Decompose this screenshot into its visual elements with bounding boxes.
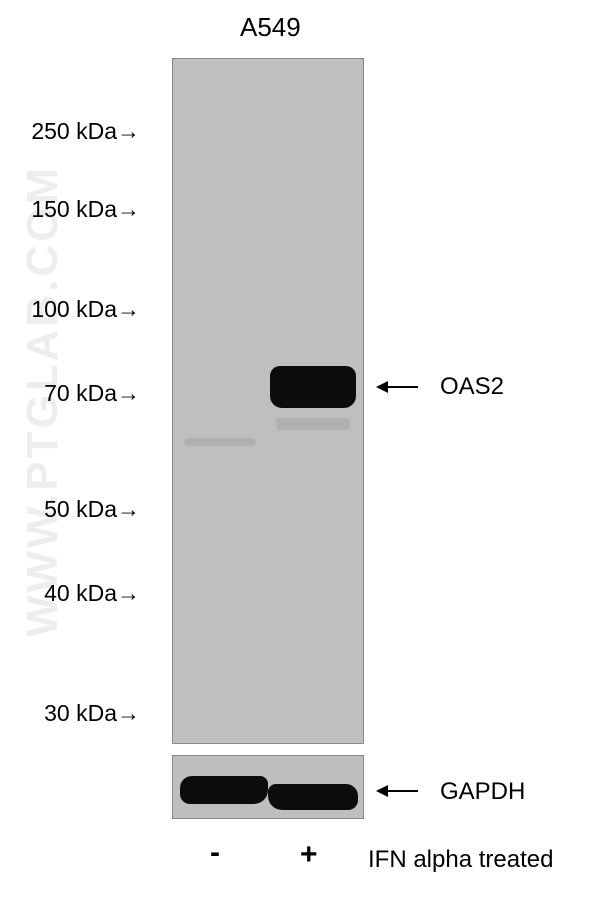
sample-title: A549	[240, 12, 301, 43]
mw-100: 100 kDa→	[0, 296, 140, 323]
mw-100-text: 100 kDa	[31, 296, 117, 322]
mw-250: 250 kDa→	[0, 118, 140, 145]
gapdh-label: GAPDH	[440, 778, 525, 806]
figure-container: WWW.PTGLAB.COM A549 250 kDa→ 150 kDa→ 10…	[0, 0, 600, 903]
mw-70-text: 70 kDa	[44, 380, 117, 406]
mw-50: 50 kDa→	[0, 496, 140, 523]
faint-band-2	[184, 438, 256, 446]
mw-30-text: 30 kDa	[44, 700, 117, 726]
oas2-band	[270, 366, 356, 408]
mw-250-text: 250 kDa	[31, 118, 117, 144]
oas2-arrow-icon	[378, 386, 418, 388]
mw-40: 40 kDa→	[0, 580, 140, 607]
mw-150-text: 150 kDa	[31, 196, 117, 222]
gapdh-band-minus	[180, 776, 268, 804]
mw-50-text: 50 kDa	[44, 496, 117, 522]
lane-minus: -	[210, 836, 220, 870]
oas2-label: OAS2	[440, 373, 504, 401]
mw-70: 70 kDa→	[0, 380, 140, 407]
mw-40-text: 40 kDa	[44, 580, 117, 606]
mw-30: 30 kDa→	[0, 700, 140, 727]
mw-150: 150 kDa→	[0, 196, 140, 223]
treatment-label: IFN alpha treated	[368, 846, 553, 874]
faint-band-1	[276, 418, 350, 430]
lane-plus: +	[300, 838, 318, 872]
gapdh-arrow-icon	[378, 790, 418, 792]
gapdh-band-plus	[268, 784, 358, 810]
